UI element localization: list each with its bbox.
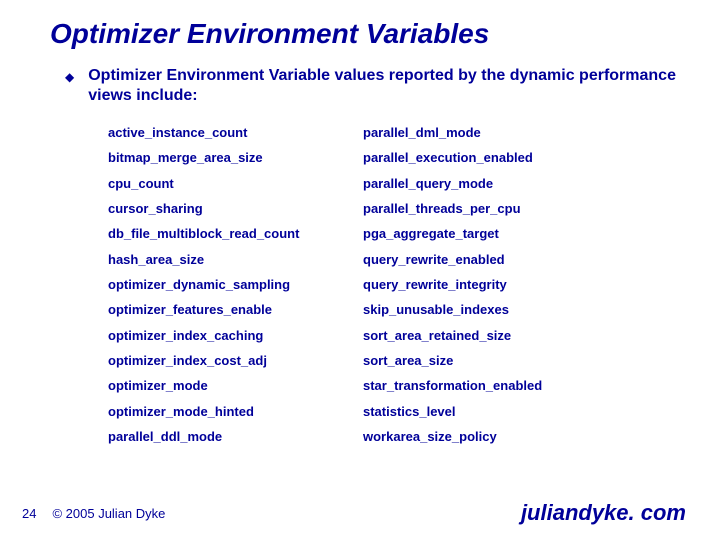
site-url: juliandyke. com [521,500,686,526]
var-cell: db_file_multiblock_read_count [108,221,363,246]
var-cell: pga_aggregate_target [363,221,618,246]
var-cell: query_rewrite_enabled [363,247,618,272]
var-cell: parallel_execution_enabled [363,145,618,170]
var-cell: optimizer_features_enable [108,297,363,322]
intro-row: ◆ Optimizer Environment Variable values … [65,66,680,106]
footer-left: 24 © 2005 Julian Dyke [22,506,165,521]
table-row: optimizer_mode star_transformation_enabl… [108,373,680,398]
slide-title: Optimizer Environment Variables [50,18,680,50]
table-row: optimizer_features_enable skip_unusable_… [108,297,680,322]
bullet-icon: ◆ [65,70,74,84]
table-row: parallel_ddl_mode workarea_size_policy [108,424,680,449]
var-cell: sort_area_retained_size [363,323,618,348]
var-cell: active_instance_count [108,120,363,145]
var-cell: parallel_query_mode [363,171,618,196]
copyright: © 2005 Julian Dyke [52,506,165,521]
var-cell: query_rewrite_integrity [363,272,618,297]
table-row: db_file_multiblock_read_count pga_aggreg… [108,221,680,246]
var-cell: sort_area_size [363,348,618,373]
var-cell: statistics_level [363,399,618,424]
table-row: optimizer_mode_hinted statistics_level [108,399,680,424]
table-row: optimizer_index_caching sort_area_retain… [108,323,680,348]
var-cell: optimizer_dynamic_sampling [108,272,363,297]
table-row: active_instance_count parallel_dml_mode [108,120,680,145]
var-cell: cursor_sharing [108,196,363,221]
var-cell: skip_unusable_indexes [363,297,618,322]
var-cell: workarea_size_policy [363,424,618,449]
variables-table: active_instance_count parallel_dml_mode … [108,120,680,449]
table-row: bitmap_merge_area_size parallel_executio… [108,145,680,170]
footer: 24 © 2005 Julian Dyke juliandyke. com [0,500,720,526]
var-cell: star_transformation_enabled [363,373,618,398]
var-cell: parallel_ddl_mode [108,424,363,449]
var-cell: optimizer_index_caching [108,323,363,348]
table-row: cursor_sharing parallel_threads_per_cpu [108,196,680,221]
var-cell: optimizer_index_cost_adj [108,348,363,373]
table-row: cpu_count parallel_query_mode [108,171,680,196]
table-row: optimizer_dynamic_sampling query_rewrite… [108,272,680,297]
intro-text: Optimizer Environment Variable values re… [88,66,680,106]
var-cell: parallel_threads_per_cpu [363,196,618,221]
var-cell: optimizer_mode_hinted [108,399,363,424]
var-cell: bitmap_merge_area_size [108,145,363,170]
var-cell: optimizer_mode [108,373,363,398]
table-row: hash_area_size query_rewrite_enabled [108,247,680,272]
var-cell: parallel_dml_mode [363,120,618,145]
var-cell: cpu_count [108,171,363,196]
page-number: 24 [22,506,36,521]
table-row: optimizer_index_cost_adj sort_area_size [108,348,680,373]
var-cell: hash_area_size [108,247,363,272]
